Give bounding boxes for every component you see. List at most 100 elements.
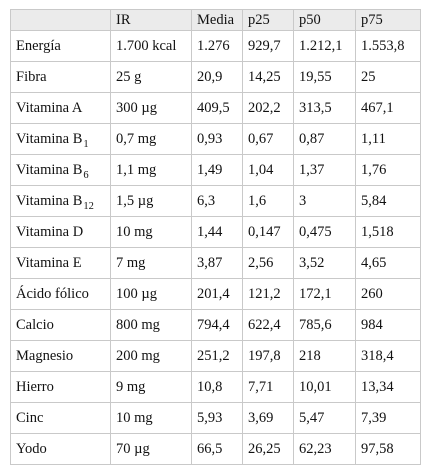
- cell-p50: 1.212,1: [293, 30, 356, 62]
- nutrient-name-cell: Vitamina B12: [10, 185, 111, 217]
- cell-p75: 5,84: [355, 185, 421, 217]
- cell-ir: 0,7 mg: [110, 123, 192, 155]
- nutrient-name-cell: Calcio: [10, 309, 111, 341]
- header-nutrient: [10, 9, 111, 31]
- nutrient-name-cell: Hierro: [10, 371, 111, 403]
- nutrient-name: Vitamina D: [16, 223, 84, 240]
- header-p25: p25: [242, 9, 294, 31]
- table-row: Energía 1.700 kcal 1.276 929,7 1.212,1 1.553,…: [10, 30, 421, 62]
- cell-p50: 19,55: [293, 61, 356, 93]
- header-p50: p50: [293, 9, 356, 31]
- header-ir: IR: [110, 9, 192, 31]
- nutrient-name: Calcio: [16, 316, 54, 333]
- nutrient-name: Vitamina B: [16, 192, 83, 209]
- cell-p50: 218: [293, 340, 356, 372]
- cell-ir: 70 µg: [110, 433, 192, 465]
- table-header: IR Media p25 p50 p75: [10, 9, 421, 31]
- cell-p50: 3,52: [293, 247, 356, 279]
- cell-media: 794,4: [191, 309, 243, 341]
- table-row: Vitamina B1 0,7 mg 0,93 0,67 0,87 1,11: [10, 123, 421, 155]
- nutrient-name-cell: Vitamina B6: [10, 154, 111, 186]
- cell-media: 66,5: [191, 433, 243, 465]
- nutrient-name-cell: Vitamina B1: [10, 123, 111, 155]
- cell-p50: 313,5: [293, 92, 356, 124]
- cell-p50: 10,01: [293, 371, 356, 403]
- cell-p50: 5,47: [293, 402, 356, 434]
- cell-p25: 929,7: [242, 30, 294, 62]
- cell-p50: 785,6: [293, 309, 356, 341]
- nutrient-name: Yodo: [16, 440, 47, 457]
- nutrient-name: Cinc: [16, 409, 44, 426]
- table-row: Vitamina E 7 mg 3,87 2,56 3,52 4,65: [10, 247, 421, 279]
- cell-media: 1.276: [191, 30, 243, 62]
- cell-media: 1,49: [191, 154, 243, 186]
- nutrient-name: Hierro: [16, 378, 54, 395]
- table-row: Magnesio 200 mg 251,2 197,8 218 318,4: [10, 340, 421, 372]
- cell-p25: 197,8: [242, 340, 294, 372]
- cell-ir: 200 mg: [110, 340, 192, 372]
- cell-p25: 14,25: [242, 61, 294, 93]
- nutrient-subscript: 6: [83, 169, 89, 181]
- cell-p25: 622,4: [242, 309, 294, 341]
- nutrient-name-cell: Magnesio: [10, 340, 111, 372]
- table-row: Ácido fólico 100 µg 201,4 121,2 172,1 260: [10, 278, 421, 310]
- nutrient-name: Vitamina E: [16, 254, 82, 271]
- cell-ir: 100 µg: [110, 278, 192, 310]
- nutrient-name: Energía: [16, 37, 61, 54]
- cell-p75: 1,11: [355, 123, 421, 155]
- table-body: Energía 1.700 kcal 1.276 929,7 1.212,1 1.553,…: [10, 30, 421, 465]
- cell-ir: 800 mg: [110, 309, 192, 341]
- cell-p75: 97,58: [355, 433, 421, 465]
- header-row: IR Media p25 p50 p75: [10, 9, 421, 31]
- cell-ir: 10 mg: [110, 402, 192, 434]
- cell-p25: 1,6: [242, 185, 294, 217]
- cell-p75: 1.553,8: [355, 30, 421, 62]
- cell-media: 10,8: [191, 371, 243, 403]
- cell-p75: 13,34: [355, 371, 421, 403]
- cell-ir: 25 g: [110, 61, 192, 93]
- table-row: Vitamina A 300 µg 409,5 202,2 313,5 467,1: [10, 92, 421, 124]
- cell-ir: 10 mg: [110, 216, 192, 248]
- cell-media: 0,93: [191, 123, 243, 155]
- cell-ir: 7 mg: [110, 247, 192, 279]
- cell-p75: 1,76: [355, 154, 421, 186]
- header-p75: p75: [355, 9, 421, 31]
- cell-media: 1,44: [191, 216, 243, 248]
- nutrient-subscript: 12: [83, 200, 94, 212]
- cell-p25: 202,2: [242, 92, 294, 124]
- nutrient-name-cell: Cinc: [10, 402, 111, 434]
- nutrient-name-cell: Vitamina E: [10, 247, 111, 279]
- cell-ir: 1.700 kcal: [110, 30, 192, 62]
- cell-p25: 3,69: [242, 402, 294, 434]
- cell-p25: 121,2: [242, 278, 294, 310]
- cell-p75: 25: [355, 61, 421, 93]
- nutrient-name: Vitamina B: [16, 130, 83, 147]
- cell-p75: 467,1: [355, 92, 421, 124]
- cell-p50: 172,1: [293, 278, 356, 310]
- cell-media: 201,4: [191, 278, 243, 310]
- cell-media: 409,5: [191, 92, 243, 124]
- table-row: Yodo 70 µg 66,5 26,25 62,23 97,58: [10, 433, 421, 465]
- nutrient-intake-table: IR Media p25 p50 p75 Energía 1.700 kcal 1.…: [10, 9, 421, 465]
- cell-p25: 26,25: [242, 433, 294, 465]
- nutrient-name: Fibra: [16, 68, 47, 85]
- cell-media: 6,3: [191, 185, 243, 217]
- table-row: Vitamina B12 1,5 µg 6,3 1,6 3 5,84: [10, 185, 421, 217]
- cell-p75: 4,65: [355, 247, 421, 279]
- cell-media: 20,9: [191, 61, 243, 93]
- table-row: Vitamina B6 1,1 mg 1,49 1,04 1,37 1,76: [10, 154, 421, 186]
- nutrient-name: Vitamina A: [16, 99, 83, 116]
- cell-media: 5,93: [191, 402, 243, 434]
- table-row: Cinc 10 mg 5,93 3,69 5,47 7,39: [10, 402, 421, 434]
- nutrient-subscript: 1: [83, 138, 89, 150]
- table-row: Calcio 800 mg 794,4 622,4 785,6 984: [10, 309, 421, 341]
- nutrient-name: Magnesio: [16, 347, 74, 364]
- nutrient-name-cell: Ácido fólico: [10, 278, 111, 310]
- nutrient-name-cell: Energía: [10, 30, 111, 62]
- nutrient-name-cell: Yodo: [10, 433, 111, 465]
- cell-media: 3,87: [191, 247, 243, 279]
- nutrient-name: Ácido fólico: [16, 285, 89, 302]
- table-row: Fibra 25 g 20,9 14,25 19,55 25: [10, 61, 421, 93]
- nutrient-name-cell: Fibra: [10, 61, 111, 93]
- cell-p75: 7,39: [355, 402, 421, 434]
